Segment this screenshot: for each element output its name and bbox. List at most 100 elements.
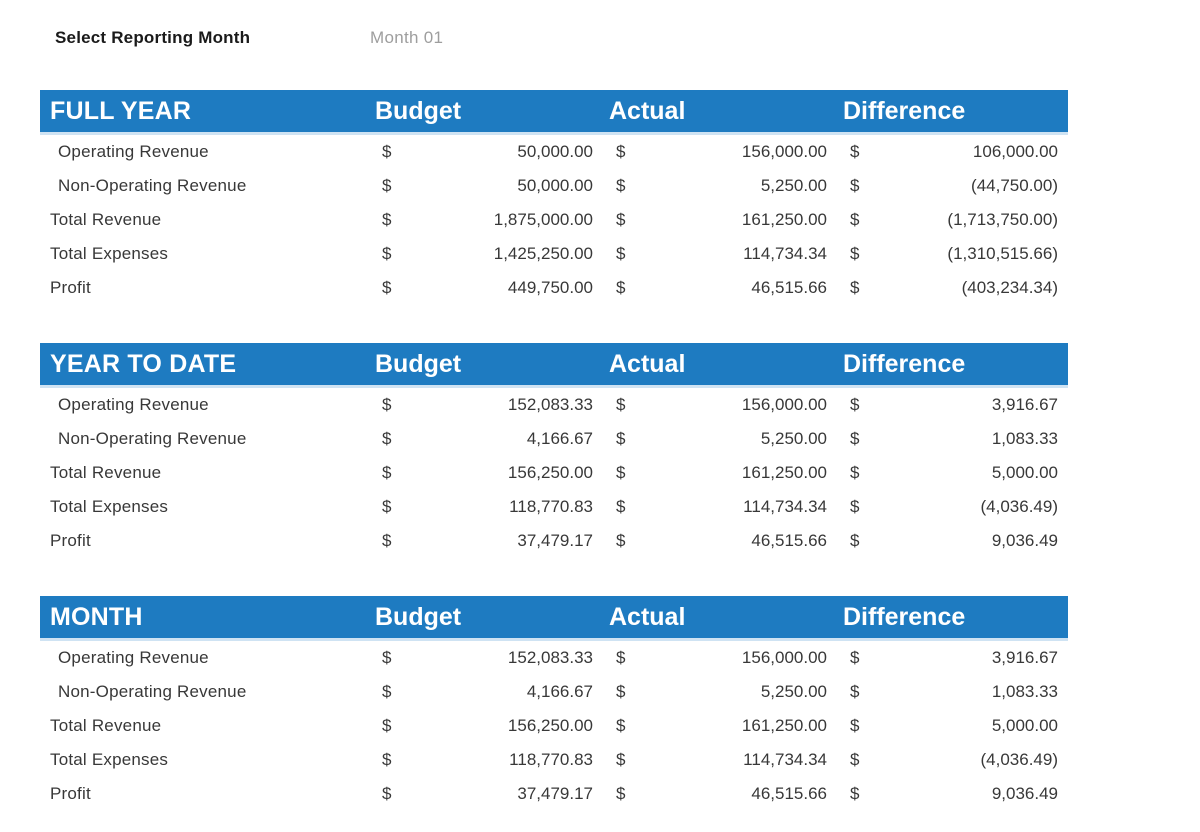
cell-value: 5,250.00 [760,176,827,195]
budget-cell: $50,000.00 [375,142,609,162]
report-tables: FULL YEAR Budget Actual Difference Opera… [40,90,1068,832]
cell-value: (403,234.34) [961,278,1058,297]
currency-symbol: $ [616,682,626,701]
actual-cell: $5,250.00 [609,682,843,702]
difference-cell: $ (44,750.00) [843,176,1068,196]
year-to-date-header-row: YEAR TO DATE Budget Actual Difference [40,343,1068,388]
row-label: Total Expenses [50,750,169,769]
reporting-month-value[interactable]: Month 01 [370,28,444,47]
table-row: Total Revenue $156,250.00 $161,250.00 $5… [40,709,1068,743]
actual-cell: $161,250.00 [609,210,843,230]
cell-value: 37,479.17 [517,531,593,550]
currency-symbol: $ [382,497,392,516]
difference-cell: $1,083.33 [843,682,1068,702]
budget-cell: $449,750.00 [375,278,609,298]
currency-symbol: $ [382,531,392,550]
table-row: Profit $449,750.00 $46,515.66 $ (403,234.… [40,271,1068,305]
actual-cell: $5,250.00 [609,176,843,196]
currency-symbol: $ [850,176,860,195]
table-row: Total Expenses $118,770.83 $114,734.34 $… [40,743,1068,777]
row-label: Profit [50,278,91,297]
currency-symbol: $ [382,176,392,195]
currency-symbol: $ [616,784,626,803]
actual-cell: $156,000.00 [609,142,843,162]
cell-value: 46,515.66 [751,278,827,297]
month-table: MONTH Budget Actual Difference Operating… [40,596,1068,811]
cell-value: 1,083.33 [991,429,1058,448]
budget-cell: $37,479.17 [375,531,609,551]
currency-symbol: $ [616,531,626,550]
difference-cell: $ (1,713,750.00) [843,210,1068,230]
cell-value: 156,250.00 [507,463,593,482]
currency-symbol: $ [616,429,626,448]
actual-cell: $161,250.00 [609,716,843,736]
actual-cell: $114,734.34 [609,497,843,517]
currency-symbol: $ [382,682,392,701]
row-label: Non-Operating Revenue [58,429,247,448]
cell-value: 156,000.00 [741,395,827,414]
reporting-month-selector-row: Select Reporting Month Month 01 [55,28,443,48]
cell-value: (1,310,515.66) [947,244,1058,263]
full-year-table: FULL YEAR Budget Actual Difference Opera… [40,90,1068,305]
cell-value: 3,916.67 [991,648,1058,667]
currency-symbol: $ [850,682,860,701]
year-to-date-table: YEAR TO DATE Budget Actual Difference Op… [40,343,1068,558]
cell-value: 46,515.66 [751,784,827,803]
row-label: Total Revenue [50,210,162,229]
difference-cell: $3,916.67 [843,395,1068,415]
column-header-difference: Difference [843,349,966,378]
cell-value: 9,036.49 [991,531,1058,550]
cell-value: 5,250.00 [760,682,827,701]
column-header-budget: Budget [375,602,462,631]
cell-value: 152,083.33 [507,395,593,414]
actual-cell: $46,515.66 [609,784,843,804]
table-row: Operating Revenue $50,000.00 $156,000.00… [40,135,1068,169]
cell-value: (4,036.49) [980,750,1059,769]
currency-symbol: $ [616,278,626,297]
table-title: FULL YEAR [50,96,192,125]
budget-cell: $1,425,250.00 [375,244,609,264]
currency-symbol: $ [382,244,392,263]
cell-value: 118,770.83 [509,750,593,769]
column-header-difference: Difference [843,602,966,631]
actual-cell: $156,000.00 [609,395,843,415]
difference-cell: $ (4,036.49) [843,750,1068,770]
cell-value: (44,750.00) [971,176,1058,195]
table-row: Non-Operating Revenue $4,166.67 $5,250.0… [40,675,1068,709]
currency-symbol: $ [850,648,860,667]
currency-symbol: $ [382,395,392,414]
row-label: Operating Revenue [58,142,209,161]
currency-symbol: $ [382,142,392,161]
budget-cell: $50,000.00 [375,176,609,196]
actual-cell: $114,734.34 [609,244,843,264]
cell-value: 1,875,000.00 [493,210,593,229]
table-row: Non-Operating Revenue $4,166.67 $5,250.0… [40,422,1068,456]
cell-value: 118,770.83 [509,497,593,516]
cell-value: 161,250.00 [741,716,827,735]
currency-symbol: $ [382,750,392,769]
cell-value: 3,916.67 [991,395,1058,414]
currency-symbol: $ [850,531,860,550]
column-header-budget: Budget [375,96,462,125]
actual-cell: $161,250.00 [609,463,843,483]
currency-symbol: $ [382,278,392,297]
cell-value: 161,250.00 [741,210,827,229]
difference-cell: $3,916.67 [843,648,1068,668]
row-label: Non-Operating Revenue [58,176,247,195]
cell-value: 114,734.34 [743,750,827,769]
cell-value: 152,083.33 [507,648,593,667]
currency-symbol: $ [616,716,626,735]
cell-value: 156,000.00 [741,142,827,161]
difference-cell: $ (4,036.49) [843,497,1068,517]
budget-cell: $1,875,000.00 [375,210,609,230]
row-label: Non-Operating Revenue [58,682,247,701]
currency-symbol: $ [850,463,860,482]
column-header-budget: Budget [375,349,462,378]
actual-cell: $46,515.66 [609,278,843,298]
cell-value: 1,083.33 [991,682,1058,701]
budget-cell: $37,479.17 [375,784,609,804]
cell-value: (4,036.49) [980,497,1059,516]
currency-symbol: $ [382,429,392,448]
currency-symbol: $ [616,142,626,161]
currency-symbol: $ [850,142,860,161]
